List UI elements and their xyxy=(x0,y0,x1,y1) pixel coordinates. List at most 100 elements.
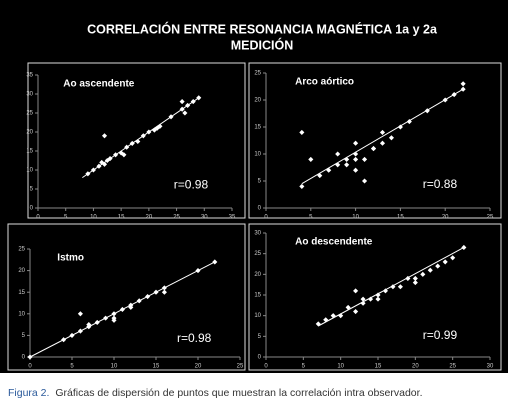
y-tick-label: 5 xyxy=(22,333,26,339)
x-tick-label: 10 xyxy=(111,364,118,370)
panel-frame xyxy=(7,223,246,371)
x-tick-label: 15 xyxy=(153,364,160,370)
point xyxy=(442,259,448,265)
point xyxy=(435,263,441,269)
annotation: r=0.99 xyxy=(423,328,458,342)
y-tick-label: 35 xyxy=(26,73,33,79)
y-tick-label: 15 xyxy=(18,290,25,296)
panel-title: Ao ascendente xyxy=(63,79,135,90)
y-tick-label: 5 xyxy=(30,187,34,193)
x-tick-label: 0 xyxy=(28,364,32,370)
point xyxy=(195,268,201,274)
x-tick-label: 30 xyxy=(487,364,494,370)
point xyxy=(375,296,381,302)
panel-title: Arco aórtico xyxy=(295,77,354,88)
point xyxy=(315,321,321,327)
point xyxy=(135,138,141,145)
point xyxy=(157,123,163,129)
x-tick-label: 5 xyxy=(309,215,313,221)
panel-title: Ao descendente xyxy=(295,237,373,248)
x-tick-label: 10 xyxy=(352,215,359,221)
point xyxy=(379,129,386,135)
point xyxy=(345,304,351,310)
y-tick-label: 15 xyxy=(26,149,33,155)
x-tick-label: 25 xyxy=(173,215,180,221)
point xyxy=(140,133,146,139)
background xyxy=(0,0,508,373)
point xyxy=(344,156,350,162)
x-tick-label: 10 xyxy=(90,215,97,221)
caption-text: Gráficas de dispersión de puntos que mue… xyxy=(55,387,422,399)
point xyxy=(323,317,329,323)
annotation: r=0.98 xyxy=(174,178,209,192)
y-tick-label: 25 xyxy=(254,251,261,257)
point xyxy=(145,293,151,300)
y-tick-label: 0 xyxy=(258,355,262,361)
point xyxy=(146,129,152,135)
point xyxy=(388,135,394,141)
point xyxy=(450,255,456,261)
x-tick-label: 5 xyxy=(70,364,74,370)
annotation: r=0.98 xyxy=(177,331,212,345)
point xyxy=(94,319,100,325)
x-tick-label: 20 xyxy=(442,215,449,221)
panel-frame xyxy=(27,62,246,219)
point xyxy=(375,292,381,298)
point xyxy=(179,99,185,105)
point xyxy=(179,106,185,112)
point xyxy=(412,275,418,282)
point xyxy=(119,306,125,313)
x-tick-label: 5 xyxy=(302,364,306,370)
point xyxy=(335,151,341,157)
point xyxy=(370,146,377,152)
point xyxy=(451,92,457,98)
x-tick-label: 20 xyxy=(146,215,153,221)
point xyxy=(420,271,426,277)
x-tick-label: 10 xyxy=(337,364,344,370)
annotation: r=0.88 xyxy=(423,177,458,191)
x-tick-label: 15 xyxy=(375,364,382,370)
x-tick-label: 15 xyxy=(397,215,404,221)
y-tick-label: 25 xyxy=(26,111,33,117)
point xyxy=(86,322,92,328)
x-tick-label: 20 xyxy=(195,364,202,370)
point xyxy=(107,156,113,162)
y-tick-label: 10 xyxy=(254,152,261,158)
y-tick-label: 5 xyxy=(258,334,262,340)
panel-frame xyxy=(248,223,502,371)
y-tick-label: 15 xyxy=(254,293,261,299)
y-tick-label: 5 xyxy=(258,179,262,185)
point xyxy=(362,178,368,184)
point xyxy=(412,280,418,286)
y-tick-label: 0 xyxy=(30,206,34,212)
point xyxy=(338,313,344,319)
point xyxy=(405,275,411,282)
point xyxy=(129,140,135,146)
point xyxy=(161,285,167,291)
point xyxy=(161,289,167,295)
point xyxy=(326,167,332,173)
point xyxy=(330,313,336,319)
x-tick-label: 25 xyxy=(237,364,244,370)
point xyxy=(153,289,159,295)
point xyxy=(353,288,359,294)
point xyxy=(353,156,359,162)
point xyxy=(390,284,396,290)
x-tick-label: 5 xyxy=(64,215,68,221)
y-tick-label: 10 xyxy=(18,311,25,317)
point xyxy=(427,267,433,273)
x-tick-label: 0 xyxy=(36,215,40,221)
y-tick-label: 0 xyxy=(22,355,26,361)
x-tick-label: 25 xyxy=(449,364,456,370)
panel-frame xyxy=(248,62,502,219)
point xyxy=(103,315,109,321)
y-tick-label: 10 xyxy=(254,313,261,319)
x-tick-label: 0 xyxy=(264,364,268,370)
y-tick-label: 20 xyxy=(254,272,261,278)
x-tick-label: 20 xyxy=(412,364,419,370)
point xyxy=(335,162,341,168)
point xyxy=(168,114,174,120)
y-tick-label: 10 xyxy=(26,168,33,174)
y-tick-label: 20 xyxy=(26,130,33,136)
y-tick-label: 25 xyxy=(254,71,261,77)
